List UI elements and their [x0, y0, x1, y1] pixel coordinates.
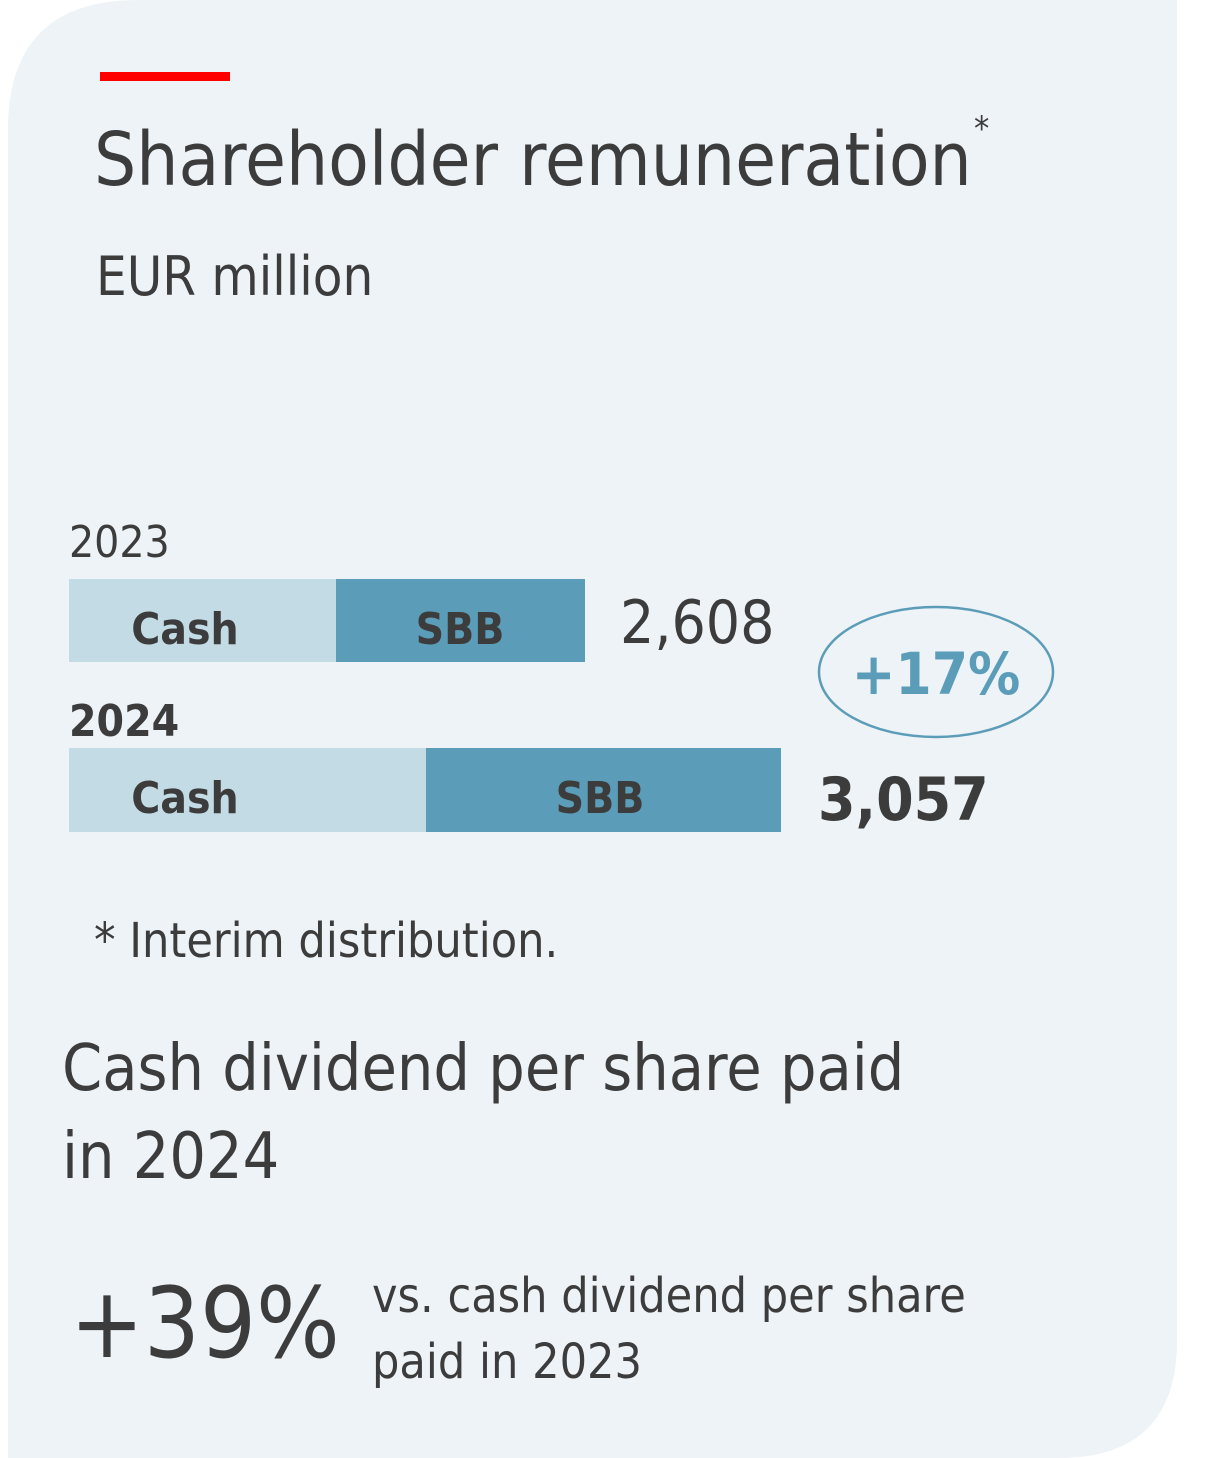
sbb-segment	[336, 579, 585, 662]
footnote: * Interim distribution.	[94, 913, 558, 969]
note-line: paid in 2023	[372, 1334, 642, 1390]
heading-line: Cash dividend per share paid	[62, 1032, 904, 1106]
title-mark: *	[974, 109, 989, 149]
total: 2,608	[620, 588, 774, 658]
year-label: 2024	[69, 696, 179, 747]
cash-segment	[69, 748, 426, 832]
cash-segment	[69, 579, 336, 662]
subtitle: EUR million	[96, 245, 373, 308]
accent-line	[100, 72, 230, 81]
year-label: 2023	[69, 517, 170, 568]
sbb-segment	[426, 748, 781, 832]
title: Shareholder remuneration	[94, 117, 972, 203]
change-badge	[817, 605, 1055, 739]
segment-label: Cash	[131, 773, 239, 824]
change: +17%	[852, 640, 1021, 708]
card	[8, 0, 1177, 1458]
heading-line: in 2024	[62, 1120, 279, 1194]
dividend-change: +39%	[70, 1267, 340, 1381]
total: 3,057	[818, 765, 989, 835]
segment-label: Cash	[131, 604, 239, 655]
note-line: vs. cash dividend per share	[372, 1268, 966, 1324]
segment-label: SBB	[416, 604, 505, 655]
segment-label: SBB	[556, 773, 645, 824]
